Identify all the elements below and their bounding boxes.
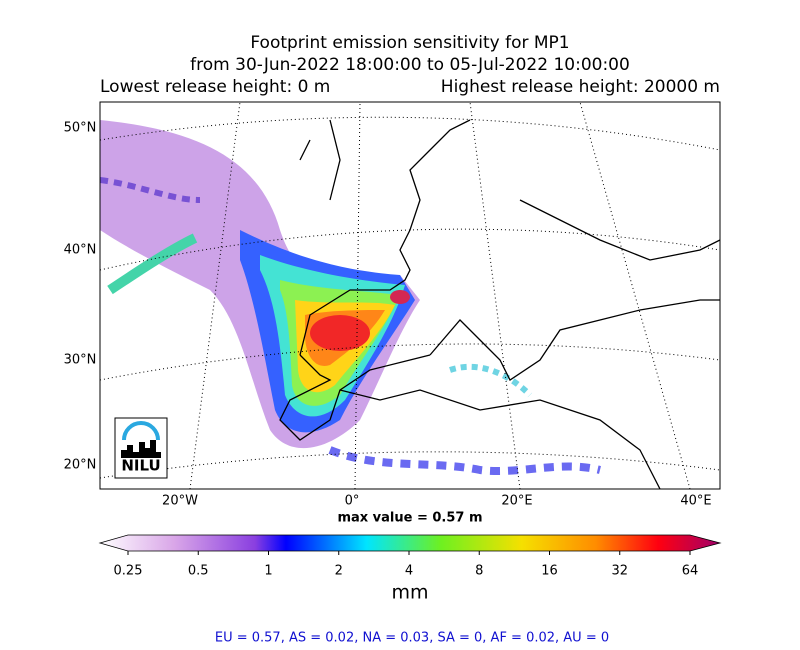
colorbar-label: mm (391, 582, 428, 604)
colorbar-tick-label: 16 (541, 564, 558, 579)
max-value: max value = 0.57 m (337, 511, 482, 526)
lat-label: 30°N (64, 353, 97, 368)
colorbar-tick-label: 8 (475, 564, 483, 579)
colorbar-tick-label: 0.25 (114, 564, 143, 579)
footer: EU = 0.57, AS = 0.02, NA = 0.03, SA = 0,… (215, 631, 609, 646)
colorbar-tick-label: 0.5 (188, 564, 209, 579)
lat-label: 20°N (64, 458, 97, 473)
colorbar-tick-label: 4 (405, 564, 413, 579)
graticule (100, 102, 720, 489)
title-line: from 30-Jun-2022 18:00:00 to 05-Jul-2022… (190, 55, 630, 75)
colorbar-tick-label: 1 (264, 564, 272, 579)
map (100, 102, 720, 489)
logo-text: NILU (121, 457, 160, 475)
coastline (279, 119, 720, 489)
plume (100, 120, 601, 476)
lon-label: 40°E (680, 494, 711, 509)
lon-label: 20°E (501, 494, 532, 509)
highest-release: Highest release height: 20000 m (441, 77, 720, 97)
lon-label: 20°W (162, 494, 198, 509)
colorbar-tick-label: 64 (682, 564, 699, 579)
lat-label: 40°N (64, 243, 97, 258)
colorbar-tick-label: 2 (335, 564, 343, 579)
title-line: Footprint emission sensitivity for MP1 (250, 33, 569, 53)
lowest-release: Lowest release height: 0 m (100, 77, 330, 97)
map-frame (99, 101, 721, 490)
colorbar-tick-label: 32 (611, 564, 628, 579)
lon-label: 0° (345, 494, 360, 509)
colorbar (98, 534, 722, 552)
nilu-logo: NILU (114, 417, 168, 479)
lat-label: 50°N (64, 121, 97, 136)
